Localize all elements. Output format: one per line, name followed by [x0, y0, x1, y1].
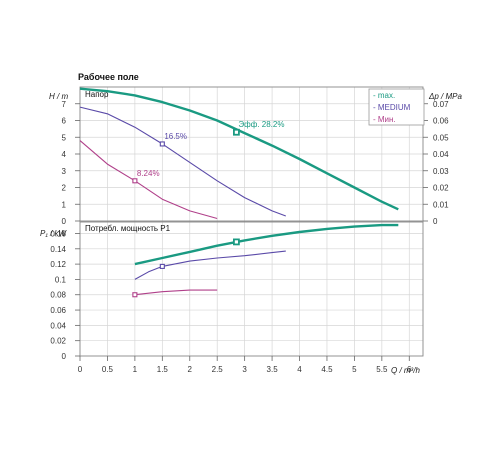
power-marker-min — [132, 292, 138, 298]
efficiency-label-max: Эфф. 28.2% — [238, 120, 284, 129]
x-tick-label: 2 — [188, 365, 193, 374]
series-lines — [79, 87, 399, 296]
x-tick-label: 0.5 — [102, 365, 114, 374]
power-tick-label: 0.14 — [50, 245, 66, 254]
chart-title: Рабочее поле — [78, 72, 139, 82]
head-tick-label: 0 — [62, 217, 67, 226]
power-panel-title: Потребл. мощность P1 — [85, 224, 171, 233]
x-tick-label: 5 — [352, 365, 357, 374]
power-curve-line-min — [134, 289, 218, 296]
pressure-tick-label: 0.01 — [433, 200, 449, 209]
efficiency-label-medium: 16.5% — [164, 132, 187, 141]
pressure-tick-label: 0.07 — [433, 100, 449, 109]
head-tick-label: 1 — [62, 200, 67, 209]
legend-entry-max: - max. — [373, 91, 395, 100]
x-tick-label: 6 — [407, 365, 412, 374]
head-panel-title: Напор — [85, 90, 109, 99]
legend: - max. - MEDIUM - Мин. — [368, 88, 425, 126]
legend-entry-min: - Мин. — [373, 115, 396, 124]
power-tick-label: 0.04 — [50, 321, 66, 330]
head-tick-label: 4 — [62, 150, 67, 159]
series-markers: Эфф. 28.2% 16.5% 8.24% — [132, 120, 284, 298]
pressure-axis-label: Δp / MPa — [428, 92, 462, 101]
efficiency-marker-min — [132, 178, 138, 184]
x-tick-label: 4.5 — [321, 365, 333, 374]
efficiency-label-min: 8.24% — [137, 169, 160, 178]
efficiency-marker-max — [233, 128, 240, 136]
head-tick-label: 5 — [62, 133, 67, 142]
power-marker-max — [233, 238, 240, 246]
x-tick-label: 1 — [133, 365, 138, 374]
tick-labels: 0 0.5 1 1.5 2 2.5 3 3.5 4 4.5 5 5.5 6 0 1 2 3 4 5 6 7 0 0.01 0.… — [50, 100, 449, 374]
head-curve-line-max — [79, 87, 399, 211]
pressure-tick-label: 0 — [433, 217, 438, 226]
power-tick-label: 0.08 — [50, 291, 66, 300]
x-tick-label: 1.5 — [157, 365, 169, 374]
power-curve-line-medium — [134, 250, 286, 280]
flow-axis-label: Q / m³/h — [391, 366, 420, 375]
power-tick-label: 0.16 — [50, 229, 66, 238]
power-tick-label: 0 — [62, 352, 67, 361]
pressure-tick-label: 0.05 — [433, 133, 449, 142]
power-tick-label: 0.1 — [55, 275, 67, 284]
power-axis-label: P₁ / kW — [40, 229, 68, 238]
power-panel-frame — [79, 221, 424, 357]
legend-entry-medium: - MEDIUM — [373, 103, 411, 112]
pressure-tick-label: 0.02 — [433, 184, 449, 193]
pressure-tick-label: 0.06 — [433, 117, 449, 126]
power-tick-label: 0.06 — [50, 306, 66, 315]
x-tick-label: 3 — [242, 365, 247, 374]
pressure-tick-label: 0.04 — [433, 150, 449, 159]
head-curve-line-min — [79, 140, 218, 220]
power-curve-line-max — [134, 223, 399, 266]
x-tick-label: 2.5 — [212, 365, 224, 374]
pressure-tick-label: 0.03 — [433, 167, 449, 176]
head-tick-label: 7 — [62, 100, 67, 109]
head-tick-label: 6 — [62, 117, 67, 126]
head-axis-label: H / m — [49, 92, 68, 101]
x-tick-label: 5.5 — [376, 365, 388, 374]
head-tick-label: 2 — [62, 184, 67, 193]
power-tick-label: 0.02 — [50, 337, 66, 346]
power-marker-medium — [159, 263, 165, 269]
power-tick-label: 0.12 — [50, 260, 66, 269]
x-tick-label: 0 — [78, 365, 83, 374]
legend-box — [368, 88, 425, 126]
head-curve-line-medium — [79, 106, 286, 217]
efficiency-marker-medium — [159, 141, 165, 147]
x-tick-label: 4 — [297, 365, 302, 374]
x-tick-label: 3.5 — [267, 365, 279, 374]
head-tick-label: 3 — [62, 167, 67, 176]
